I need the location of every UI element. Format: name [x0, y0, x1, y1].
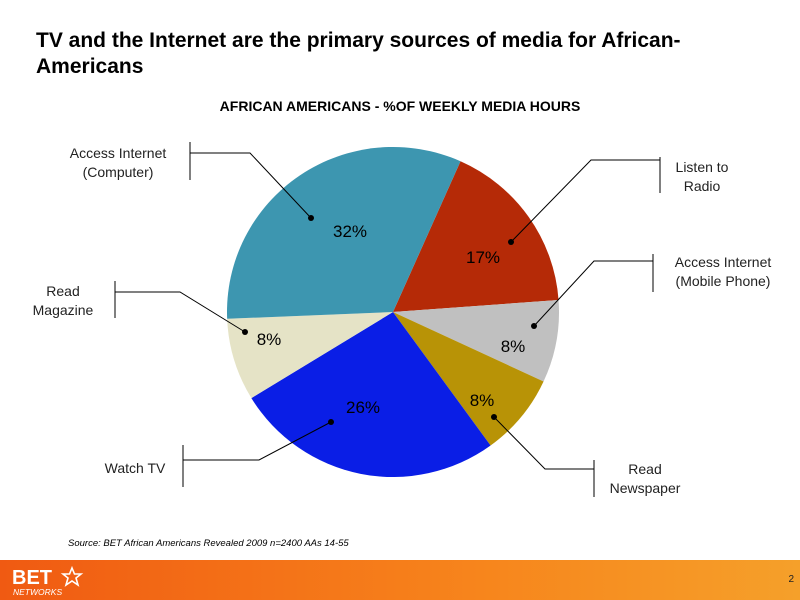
pie-slice-radio [393, 161, 559, 312]
category-label-magazine: Read Magazine [33, 283, 94, 318]
bet-networks-logo: BET NETWORKS [12, 565, 84, 597]
slice-label-magazine: 8% [257, 330, 282, 349]
logo-text: BET [12, 567, 52, 589]
pie-slice-computer-internet [227, 147, 461, 319]
slice-label-mobile-internet: 8% [501, 337, 526, 356]
pie-chart: 17% 8% 8% 26% 8% 32% Access Internet (Com… [33, 142, 772, 497]
pie-slice-tv [251, 312, 491, 477]
pie-slice-mobile-internet [393, 299, 559, 382]
slice-label-tv: 26% [346, 398, 380, 417]
leader-dot-mobile-internet [531, 323, 537, 329]
pie-slice-newspaper [393, 312, 544, 446]
percent-labels: 17% 8% 8% 26% 8% 32% [257, 222, 526, 417]
page-number: 2 [788, 574, 794, 585]
source-note: Source: BET African Americans Revealed 2… [68, 538, 349, 549]
leader-line-mobile-internet [533, 260, 653, 327]
leader-dot-newspaper [491, 414, 497, 420]
leader-line-tv [183, 421, 332, 461]
logo-subtext: NETWORKS [13, 587, 62, 597]
category-label-computer-internet: Access Internet (Computer) [70, 145, 167, 180]
leader-dot-computer-internet [308, 215, 314, 221]
leader-lines [114, 142, 661, 497]
slice-label-newspaper: 8% [470, 391, 495, 410]
category-label-newspaper: Read Newspaper [610, 461, 681, 496]
leader-line-newspaper [493, 416, 594, 470]
category-labels: Access Internet (Computer) Listen to Radio… [33, 145, 772, 496]
footer-bar: BET NETWORKS 2 [0, 560, 800, 600]
leader-dot-radio [508, 239, 514, 245]
category-label-radio: Listen to Radio [676, 159, 729, 194]
slice-label-computer-internet: 32% [333, 222, 367, 241]
leader-line-computer-internet [190, 152, 312, 219]
leader-line-magazine [115, 291, 246, 333]
category-label-mobile-internet: Access Internet (Mobile Phone) [675, 254, 772, 289]
pie-slices [227, 147, 559, 477]
slice-label-radio: 17% [466, 248, 500, 267]
category-label-tv: Watch TV [105, 460, 166, 476]
chart-title: AFRICAN AMERICANS - %OF WEEKLY MEDIA HOU… [219, 98, 581, 114]
leader-dot-tv [328, 419, 334, 425]
slide-title: TV and the Internet are the primary sour… [36, 29, 681, 78]
leader-dot-magazine [242, 329, 248, 335]
pie-slice-magazine [227, 312, 393, 399]
star-icon [60, 565, 84, 587]
leader-line-radio [510, 159, 660, 243]
